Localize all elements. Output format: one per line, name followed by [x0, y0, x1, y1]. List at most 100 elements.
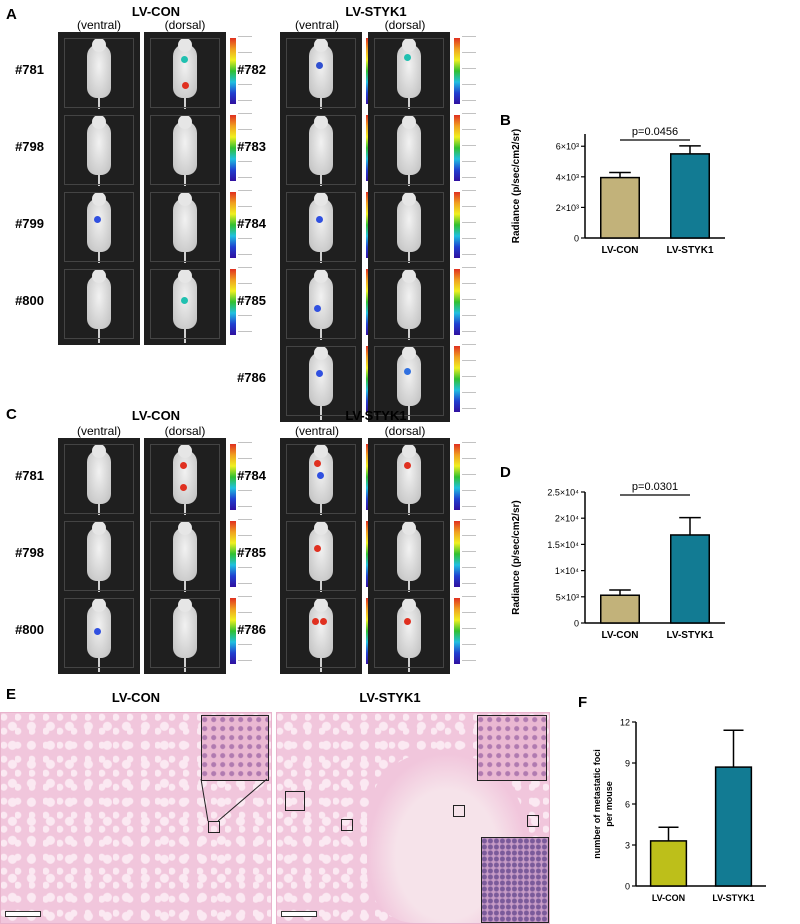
- bioluminescence-image: [58, 109, 166, 191]
- x-category-label: LV-CON: [601, 630, 638, 641]
- bar: [714, 766, 753, 887]
- bioluminescence-image: [368, 438, 476, 520]
- bioluminescence-image: [58, 263, 166, 345]
- panel-label-a: A: [6, 6, 17, 23]
- bioluminescence-image: [58, 515, 166, 597]
- mouse-id-label: #786: [237, 622, 266, 637]
- y-tick-label: 4×10³: [556, 172, 579, 182]
- mouse-id-label: #799: [15, 216, 44, 231]
- x-category-label: LV-STYK1: [712, 893, 754, 903]
- bioluminescence-image: [144, 438, 252, 520]
- bioluminescence-image: [144, 32, 252, 114]
- scale-bar-con: [5, 911, 41, 917]
- y-tick-label: 2×10³: [556, 203, 579, 213]
- mouse-id-label: #800: [15, 622, 44, 637]
- histology-image-con: [0, 712, 272, 924]
- y-tick-label: 12: [620, 718, 630, 728]
- histology-roi-box-styk1-3: [453, 805, 465, 817]
- bioluminescence-image: [280, 263, 388, 345]
- bioluminescence-image: [280, 109, 388, 191]
- mouse-id-label: #800: [15, 293, 44, 308]
- bioluminescence-image: [144, 186, 252, 268]
- y-axis-label: number of metastatic foci: [592, 749, 602, 859]
- chart-b-radiance: 0 2×10³ 4×10³ 6×10³ LV-CON LV-STYK1 p=0.0456 Ra…: [511, 126, 725, 256]
- panel-a-group-title-con: LV-CON: [131, 4, 181, 19]
- bioluminescence-image: [368, 109, 476, 191]
- panel-c-group-title-con: LV-CON: [131, 408, 181, 423]
- mouse-id-label: #781: [15, 468, 44, 483]
- panel-c-view-styk1-dorsal: (dorsal): [384, 424, 426, 438]
- mouse-id-label: #785: [237, 293, 266, 308]
- y-tick-label: 1×10⁴: [555, 566, 579, 576]
- chart-d-radiance: 0 5×10³ 1×10⁴ 1.5×10⁴ 2×10⁴ 2.5×10⁴ LV-CON LV-S…: [511, 481, 725, 641]
- panel-label-e: E: [6, 686, 17, 703]
- bioluminescence-image: [368, 592, 476, 674]
- histology-zoom-inset-styk1-bottom: [481, 837, 549, 923]
- bioluminescence-image: [280, 340, 388, 422]
- panel-a-view-styk1-dorsal: (dorsal): [384, 18, 426, 32]
- y-tick-label: 2×10⁴: [555, 514, 579, 524]
- y-tick-label: 5×10³: [556, 592, 579, 602]
- chart-f-metastatic-foci: 0 3 6 9 12 LV-CON LV-STYK1 number of metastatic…: [592, 718, 766, 903]
- y-axis-label: Radiance (p/sec/cm2/sr): [511, 129, 522, 244]
- histology-zoom-lines-con: [200, 778, 268, 822]
- y-tick-label: 0: [574, 234, 579, 244]
- y-axis-label: per mouse: [604, 781, 614, 827]
- panel-c-view-con-ventral: (ventral): [76, 424, 121, 438]
- bioluminescence-image: [58, 438, 166, 520]
- bioluminescence-image: [280, 438, 388, 520]
- x-category-label: LV-STYK1: [666, 245, 713, 256]
- histology-roi-box-styk1-1: [285, 791, 305, 811]
- panel-c-group-title-styk1: LV-STYK1: [345, 408, 407, 423]
- scale-bar-styk1: [281, 911, 317, 917]
- bioluminescence-image: [280, 515, 388, 597]
- panel-c-view-con-dorsal: (dorsal): [164, 424, 206, 438]
- mouse-id-label: #785: [237, 545, 266, 560]
- panel-label-c: C: [6, 406, 17, 423]
- y-tick-label: 3: [625, 841, 630, 851]
- p-value-annotation: p=0.0456: [632, 126, 678, 138]
- bioluminescence-image: [280, 186, 388, 268]
- y-tick-label: 0: [625, 882, 630, 892]
- bioluminescence-image: [144, 109, 252, 191]
- panel-e-title-con: LV-CON: [111, 690, 161, 705]
- mouse-id-label: #784: [237, 468, 266, 483]
- bioluminescence-image: [368, 515, 476, 597]
- mouse-id-label: #798: [15, 545, 44, 560]
- panel-a-view-con-dorsal: (dorsal): [164, 18, 206, 32]
- bioluminescence-image: [280, 32, 388, 114]
- y-tick-label: 6: [625, 800, 630, 810]
- y-tick-label: 6×10³: [556, 142, 579, 152]
- bioluminescence-image: [144, 515, 252, 597]
- bar: [670, 153, 710, 239]
- bioluminescence-image: [58, 186, 166, 268]
- y-tick-label: 9: [625, 759, 630, 769]
- panel-e-title-styk1: LV-STYK1: [359, 690, 421, 705]
- histology-zoom-inset-con: [201, 715, 269, 781]
- bioluminescence-image: [368, 263, 476, 345]
- panel-a-view-styk1-ventral: (ventral): [294, 18, 339, 32]
- histology-roi-box-styk1-2: [341, 819, 353, 831]
- mouse-id-label: #798: [15, 139, 44, 154]
- mouse-id-label: #782: [237, 62, 266, 77]
- mouse-id-label: #781: [15, 62, 44, 77]
- bar: [670, 534, 710, 624]
- bioluminescence-image: [368, 32, 476, 114]
- mouse-id-label: #784: [237, 216, 266, 231]
- panel-c-view-styk1-ventral: (ventral): [294, 424, 339, 438]
- bar: [600, 594, 640, 624]
- p-value-annotation: p=0.0301: [632, 481, 678, 493]
- mouse-id-label: #783: [237, 139, 266, 154]
- bar: [649, 840, 688, 887]
- x-category-label: LV-STYK1: [666, 630, 713, 641]
- panel-a-view-con-ventral: (ventral): [76, 18, 121, 32]
- histology-roi-box-con: [208, 821, 220, 833]
- bioluminescence-image: [368, 186, 476, 268]
- bioluminescence-image: [58, 32, 166, 114]
- bioluminescence-image: [368, 340, 476, 422]
- panel-label-f: F: [578, 694, 588, 711]
- x-category-label: LV-CON: [601, 245, 638, 256]
- y-tick-label: 0: [574, 619, 579, 629]
- histology-image-styk1: [276, 712, 550, 924]
- y-tick-label: 1.5×10⁴: [547, 540, 579, 550]
